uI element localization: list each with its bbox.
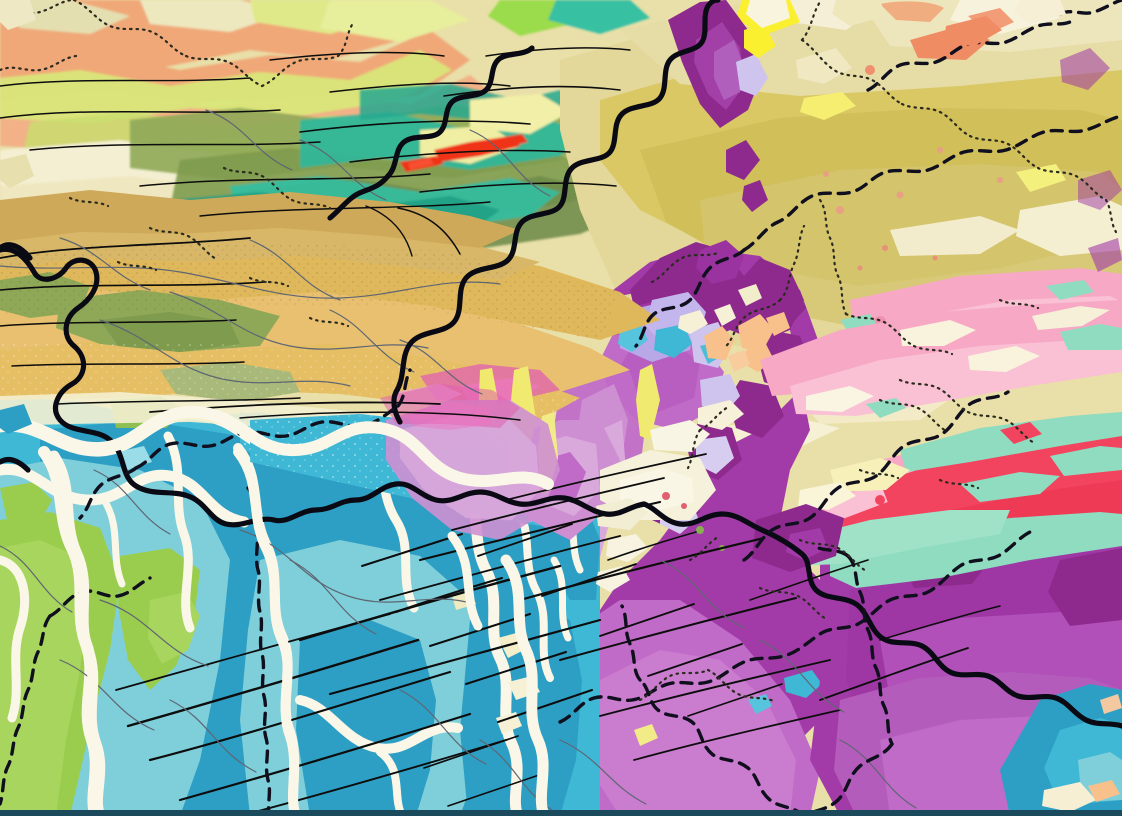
region-northeast-purple-intrusion[interactable] <box>668 0 1122 272</box>
region-southeast-purple-block[interactable] <box>810 520 1122 816</box>
international-boundary[interactable] <box>0 0 1122 729</box>
fault-lines-layer[interactable] <box>0 47 1001 816</box>
region-mideast-pink-band[interactable] <box>760 300 1122 418</box>
viewer-bottom-bar <box>0 810 1122 816</box>
region-top-right-details <box>832 0 1066 46</box>
region-left-edge-details <box>0 0 36 434</box>
region-east-fold-belt[interactable] <box>752 412 1122 588</box>
river-lines-layer[interactable] <box>0 109 917 811</box>
alluvium-highlight-layer <box>0 405 554 816</box>
administrative-boundary-dotted[interactable] <box>0 0 1118 704</box>
